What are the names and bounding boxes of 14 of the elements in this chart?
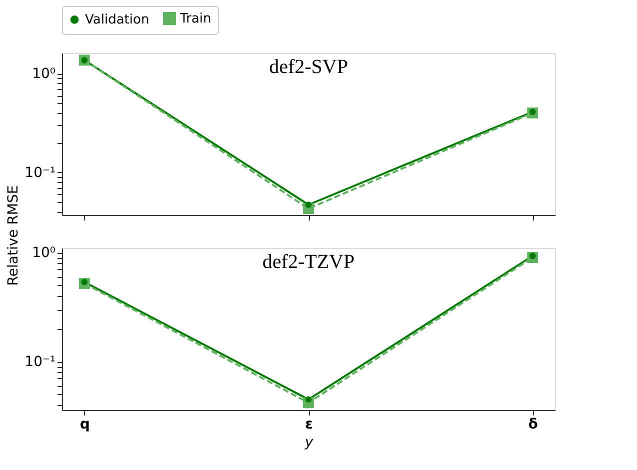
x-tick-label: q — [80, 416, 90, 432]
point — [305, 202, 312, 208]
legend-label: Train — [179, 12, 212, 27]
y-axis-title: Relative RMSE — [6, 185, 22, 286]
chart-title: def2-SVP — [269, 56, 348, 78]
y-tick-label: 10⁻¹ — [24, 164, 56, 181]
x-tick-label: δ — [528, 416, 538, 432]
legend-label: Validation — [85, 12, 150, 28]
x-axis-title: y — [304, 434, 314, 450]
chart-title: def2-TZVP — [262, 251, 355, 273]
y-tick-label: 10⁻¹ — [24, 354, 56, 370]
y-tick-label: 10⁰ — [32, 245, 56, 262]
x-tick-label: ε — [305, 416, 313, 432]
y-tick-label: 10⁰ — [32, 66, 56, 82]
